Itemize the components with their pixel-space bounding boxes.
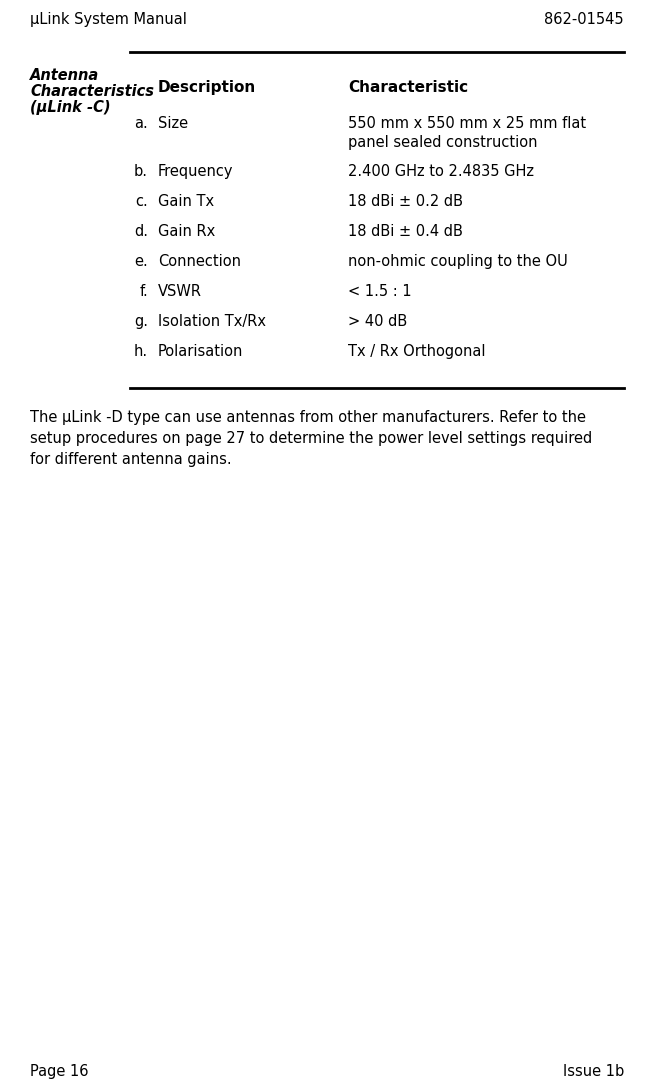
Text: Characteristics: Characteristics [30, 84, 154, 99]
Text: f.: f. [139, 285, 148, 299]
Text: Tx / Rx Orthogonal: Tx / Rx Orthogonal [348, 344, 485, 359]
Text: Page 16: Page 16 [30, 1064, 88, 1079]
Text: non-ohmic coupling to the OU: non-ohmic coupling to the OU [348, 254, 568, 269]
Text: > 40 dB: > 40 dB [348, 314, 407, 329]
Text: Size: Size [158, 116, 188, 131]
Text: (μLink -C): (μLink -C) [30, 100, 111, 115]
Text: Polarisation: Polarisation [158, 344, 243, 359]
Text: b.: b. [134, 164, 148, 179]
Text: The μLink -D type can use antennas from other manufacturers. Refer to the
setup : The μLink -D type can use antennas from … [30, 411, 593, 467]
Text: Frequency: Frequency [158, 164, 233, 179]
Text: VSWR: VSWR [158, 285, 202, 299]
Text: 862-01545: 862-01545 [544, 12, 624, 27]
Text: < 1.5 : 1: < 1.5 : 1 [348, 285, 411, 299]
Text: Gain Rx: Gain Rx [158, 224, 215, 239]
Text: 2.400 GHz to 2.4835 GHz: 2.400 GHz to 2.4835 GHz [348, 164, 534, 179]
Text: h.: h. [134, 344, 148, 359]
Text: d.: d. [134, 224, 148, 239]
Text: e.: e. [134, 254, 148, 269]
Text: Description: Description [158, 80, 256, 94]
Text: 18 dBi ± 0.2 dB: 18 dBi ± 0.2 dB [348, 194, 463, 209]
Text: Antenna: Antenna [30, 68, 99, 83]
Text: a.: a. [134, 116, 148, 131]
Text: c.: c. [135, 194, 148, 209]
Text: Gain Tx: Gain Tx [158, 194, 214, 209]
Text: Characteristic: Characteristic [348, 80, 468, 94]
Text: 18 dBi ± 0.4 dB: 18 dBi ± 0.4 dB [348, 224, 463, 239]
Text: μLink System Manual: μLink System Manual [30, 12, 187, 27]
Text: 550 mm x 550 mm x 25 mm flat
panel sealed construction: 550 mm x 550 mm x 25 mm flat panel seale… [348, 116, 586, 150]
Text: Issue 1b: Issue 1b [562, 1064, 624, 1079]
Text: Connection: Connection [158, 254, 241, 269]
Text: g.: g. [134, 314, 148, 329]
Text: Isolation Tx/Rx: Isolation Tx/Rx [158, 314, 266, 329]
